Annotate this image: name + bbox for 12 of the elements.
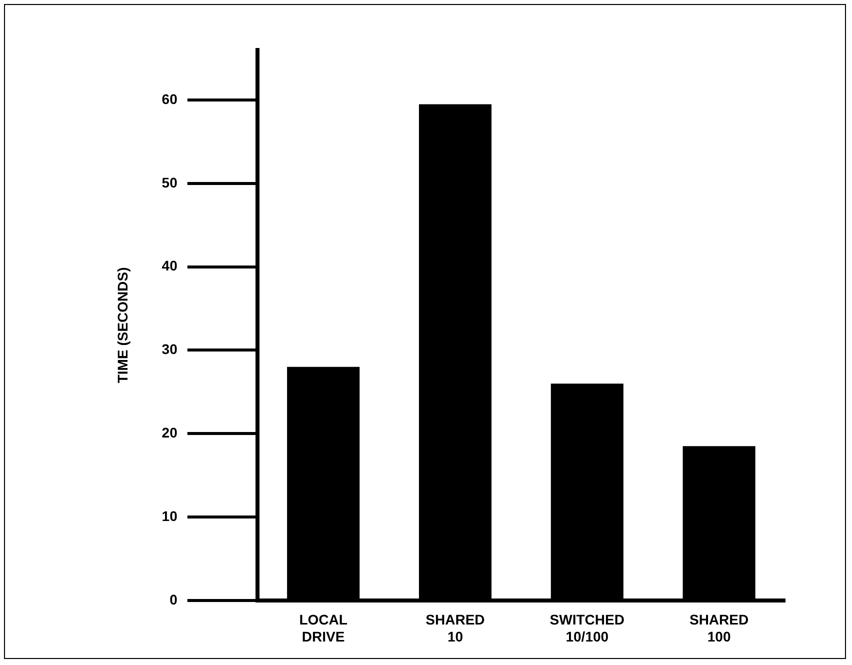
- x-tick-label: SHARED 100: [689, 612, 749, 644]
- x-tick-label: LOCAL DRIVE: [299, 612, 348, 644]
- y-tick-label: 10: [162, 508, 178, 524]
- x-tick-label: SHARED 10: [426, 612, 485, 644]
- x-tick-label: SWITCHED 10/100: [550, 612, 624, 644]
- y-tick-label: 30: [162, 341, 178, 358]
- y-axis-title: TIME (SECONDS): [114, 267, 130, 384]
- y-tick-label: 20: [162, 424, 178, 440]
- y-tick-label: 50: [162, 174, 178, 190]
- y-tick-label: 60: [162, 90, 178, 107]
- y-tick-label: 40: [162, 258, 178, 274]
- y-tick-label: 0: [170, 591, 178, 608]
